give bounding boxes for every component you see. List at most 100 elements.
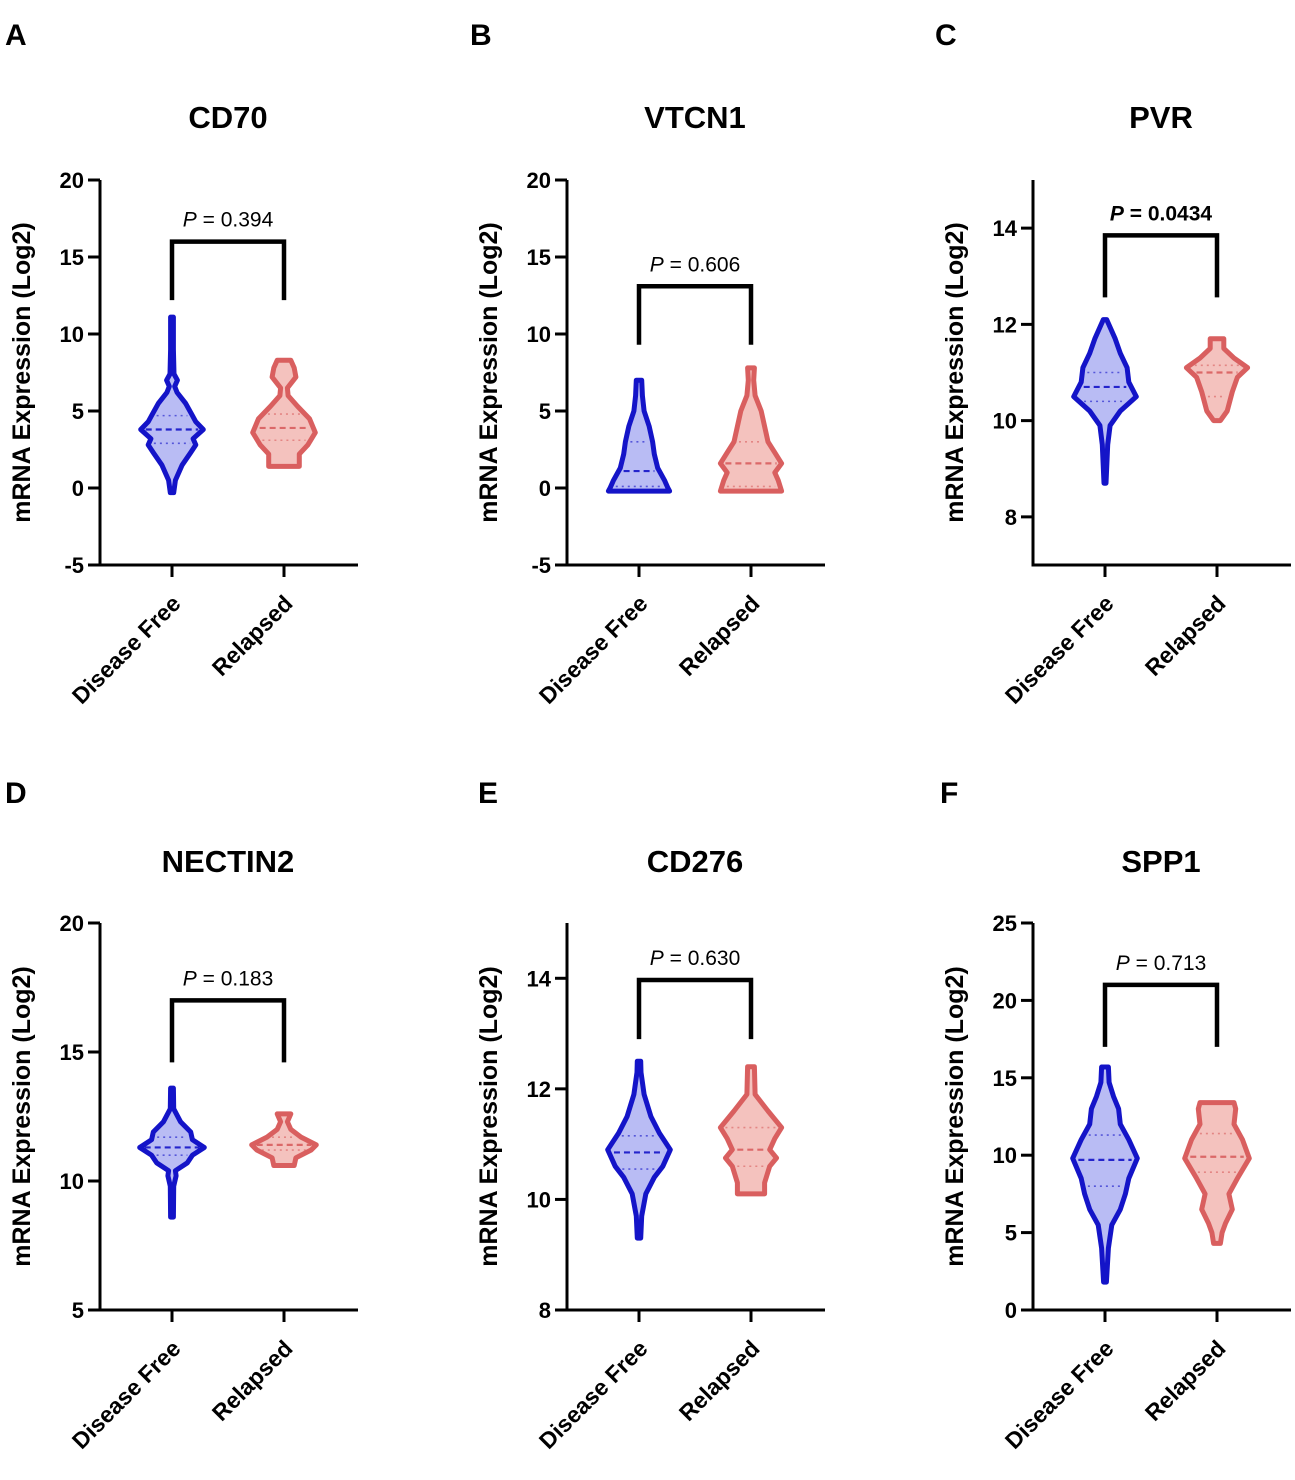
p-value-text: = 0.713 [1130,952,1206,975]
y-tick-label: 0 [1005,1298,1017,1323]
y-axis-label: mRNA Expression (Log2) [475,966,503,1267]
violin-relapsed [1183,336,1251,424]
y-tick-label: 5 [72,399,84,424]
y-tick-label: 10 [527,322,551,347]
p-value-text: = 0.394 [197,209,274,232]
y-tick-label: -5 [531,553,551,578]
significance-bracket [169,998,287,1063]
y-tick-label: 0 [539,476,551,501]
x-tick-label: Relapsed [1140,590,1231,681]
x-tick-label: Relapsed [207,590,298,681]
y-tick-label: 10 [527,1187,551,1212]
y-tick-label: 15 [993,1066,1017,1091]
y-tick-label: 15 [60,1040,84,1065]
y-tick-label: 20 [527,168,551,193]
x-tick-label: Disease Free [67,1335,186,1454]
significance-bracket [636,977,754,1040]
y-tick-label: 10 [60,322,84,347]
chart-title: CD276 [647,844,744,879]
p-value-label: P = 0.183 [183,967,274,990]
panel-letter: A [5,19,27,52]
x-tick-label: Disease Free [1000,590,1119,709]
y-tick-label: 5 [72,1298,84,1323]
violin-disease-free [1071,317,1139,486]
y-tick-label: 0 [72,476,84,501]
p-symbol: P [183,209,197,232]
chart-title: CD70 [188,100,267,135]
significance-bracket [1102,982,1220,1047]
y-tick-label: 20 [60,168,84,193]
panel-d: D NECTIN2 5 10 15 20 mRNA Expression (Log2) Dis… [5,777,358,1454]
y-tick-label: 8 [539,1298,551,1323]
violin-disease-free [605,1058,673,1241]
x-tick-label: Relapsed [207,1335,298,1426]
panel-f: F SPP1 0 5 10 15 20 25 mRNA Expression (Log2) Dis… [940,777,1291,1454]
y-tick-label: 10 [993,409,1017,434]
y-tick-label: 5 [1005,1221,1017,1246]
x-tick-label: Disease Free [534,1335,653,1454]
panel-letter: D [5,777,27,810]
y-tick-label: 10 [60,1169,84,1194]
violin-disease-free [1070,1064,1140,1285]
y-tick-label: 14 [993,216,1018,241]
panel-c: C PVR 8 10 12 14 mRNA Expression (Log2) Disease… [935,19,1291,709]
x-tick-label: Disease Free [67,590,186,709]
p-value-text: = 0.183 [197,967,273,990]
y-tick-label: 15 [527,245,551,270]
y-tick-label: 14 [527,966,552,991]
panel-letter: B [470,19,492,52]
y-axis-label: mRNA Expression (Log2) [8,966,36,1267]
p-value-label: P = 0.394 [183,209,274,232]
panel-b: B VTCN1 -5 0 5 10 15 20 mRNA Expression (Log2) Di… [470,19,825,709]
significance-bracket [169,239,287,301]
x-tick-label: Relapsed [1140,1335,1231,1426]
p-value-label: P = 0.606 [650,253,741,276]
p-symbol: P [650,253,664,276]
y-tick-label: 12 [993,312,1017,337]
x-tick-label: Disease Free [1000,1335,1119,1454]
p-symbol: P [183,967,197,990]
panel-e: E CD276 8 10 12 14 mRNA Expression (Log2) Disea… [475,777,825,1454]
significance-bracket [636,284,754,345]
p-value-label: P = 0.630 [650,947,741,970]
violin-disease-free [138,314,206,496]
chart-title: VTCN1 [644,100,746,135]
panel-letter: F [940,777,958,810]
violin-disease-free [137,1085,207,1220]
p-value-label: P = 0.0434 [1110,202,1212,225]
y-tick-label: 20 [993,988,1017,1013]
p-symbol: P [650,947,664,970]
y-axis-label: mRNA Expression (Log2) [941,966,969,1267]
x-tick-label: Relapsed [674,590,765,681]
violin-relapsed [717,1064,785,1197]
chart-title: SPP1 [1121,844,1200,879]
y-axis-label: mRNA Expression (Log2) [8,222,36,523]
significance-bracket [1102,233,1220,298]
panel-letter: C [935,19,957,52]
y-tick-label: 25 [993,911,1017,936]
p-value-text: = 0.630 [664,947,740,970]
violin-relapsed [249,1111,319,1168]
p-value-text: = 0.606 [664,253,740,276]
y-axis-label: mRNA Expression (Log2) [475,222,503,523]
y-tick-label: 5 [539,399,551,424]
violin-relapsed [250,357,318,469]
x-tick-label: Disease Free [534,590,653,709]
chart-title: NECTIN2 [162,844,295,879]
p-symbol: P [1116,952,1130,975]
x-tick-label: Relapsed [674,1335,765,1426]
y-tick-label: 20 [60,911,84,936]
chart-title: PVR [1129,100,1193,135]
y-axis-label: mRNA Expression (Log2) [941,222,969,523]
violin-disease-free [605,377,673,494]
panel-a: A CD70 -5 0 5 10 15 20 mRNA Expression (Log2) Dis… [5,19,358,709]
y-tick-label: 12 [527,1077,551,1102]
y-tick-label: 10 [993,1143,1017,1168]
violin-relapsed [717,365,785,494]
y-tick-label: -5 [64,553,84,578]
p-value-text: = 0.0434 [1124,202,1212,225]
panel-letter: E [478,777,498,810]
y-tick-label: 8 [1005,505,1017,530]
p-value-label: P = 0.713 [1116,952,1207,975]
